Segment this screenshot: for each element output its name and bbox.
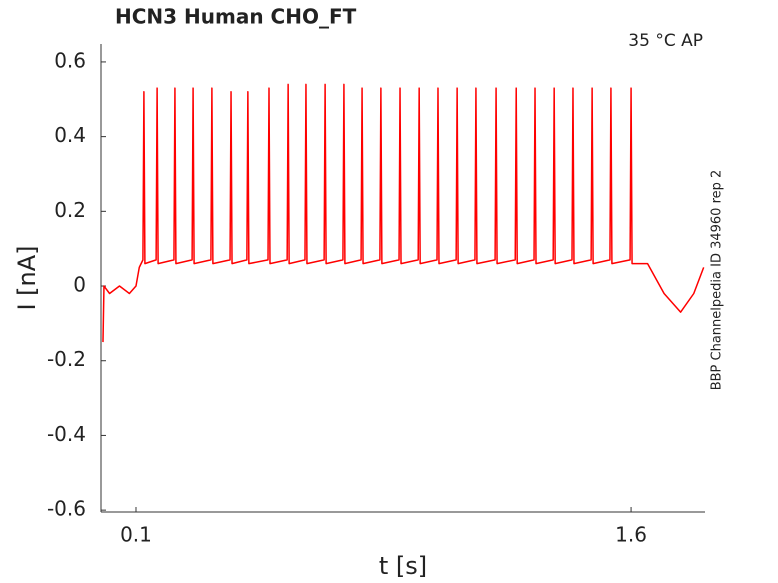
x-tick-label: 1.6 [615, 523, 647, 547]
y-tick-label: 0.2 [54, 198, 86, 222]
chart-title: HCN3 Human CHO_FT [115, 5, 357, 29]
x-tick-label: 0.1 [120, 523, 152, 547]
annotation: 35 °C AP [628, 31, 703, 51]
x-axis-label: t [s] [379, 552, 427, 580]
y-axis-label: I [nA] [13, 245, 41, 310]
y-tick-label: -0.2 [47, 347, 86, 371]
trace-line [102, 83, 705, 343]
y-tick-label: 0 [73, 273, 86, 297]
y-tick-label: -0.4 [47, 422, 86, 446]
y-tick-label: -0.6 [47, 497, 86, 521]
side-note: BBP Channelpedia ID 34960 rep 2 [710, 170, 725, 391]
y-tick-label: 0.4 [54, 123, 86, 147]
y-tick-label: 0.6 [54, 48, 86, 72]
